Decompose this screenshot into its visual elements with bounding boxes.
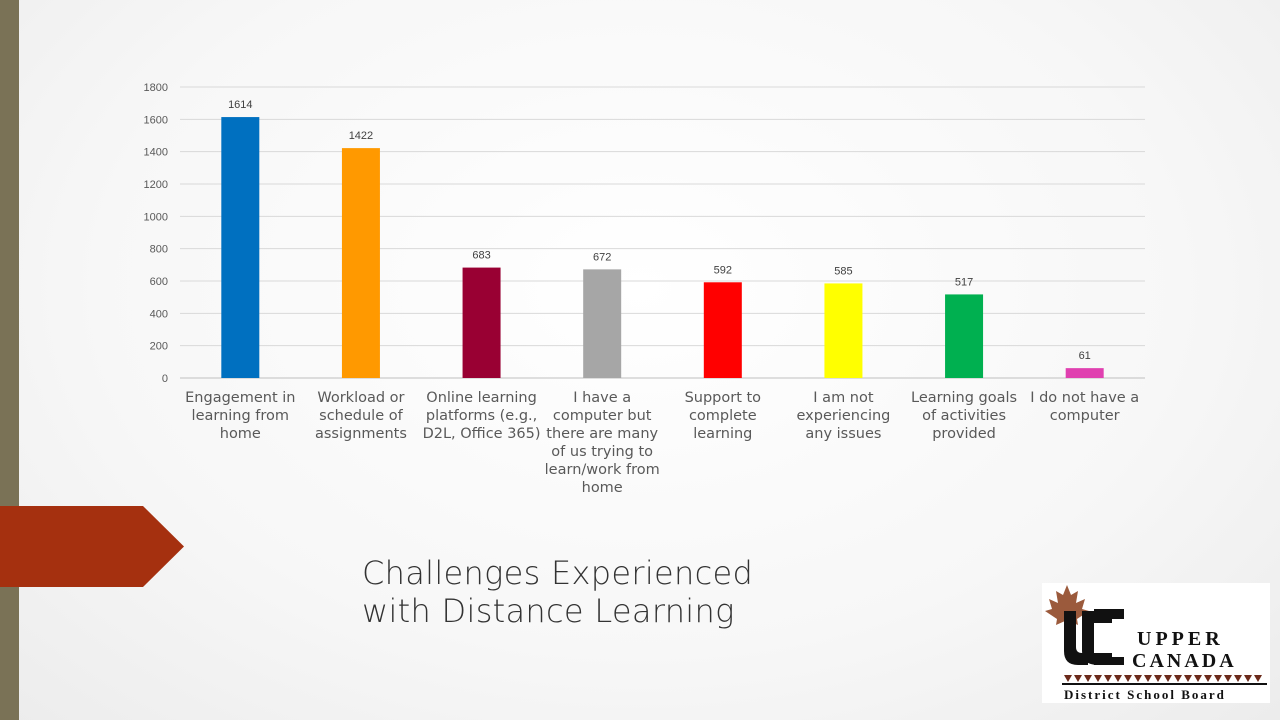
data-label: 1422 [349,130,373,142]
slide-title: Challenges Experienced with Distance Lea… [362,554,802,630]
data-label: 683 [472,250,490,262]
y-tick-label: 200 [150,341,168,353]
x-tick-label: Support to complete learning [685,390,762,442]
logo-text-district: District School Board [1064,687,1226,702]
slide-title-line-1: Challenges Experienced [362,554,754,592]
logo-graphic: UPPER CANADA District School Board [1045,585,1267,702]
slide-title-line-2: with Distance Learning [362,592,735,630]
data-label: 61 [1079,350,1091,362]
bar [1065,368,1104,378]
x-tick-label: Online learning platforms (e.g., D2L, Offi… [423,390,541,442]
data-label: 517 [955,276,973,288]
y-tick-label: 1400 [144,147,168,159]
x-tick-label: I do not have a computer [1030,390,1139,424]
y-tick-label: 1200 [144,179,168,191]
logo-text-upper: UPPER [1137,628,1224,650]
x-tick-label: Workload or schedule of assignments [315,390,407,442]
maple-leaf-icon [1045,585,1089,633]
bar [221,117,260,378]
bar [462,267,501,378]
y-tick-label: 800 [150,244,168,256]
bar [703,282,742,378]
school-board-logo: UPPER CANADA District School Board [1042,583,1270,703]
x-tick-label: I have a computer but there are many of us … [545,390,660,496]
data-label: 1614 [228,99,252,111]
y-tick-label: 1800 [144,82,168,94]
data-label: 672 [593,251,611,263]
y-tick-label: 1000 [144,211,168,223]
y-tick-label: 1600 [144,114,168,126]
data-label: 592 [714,264,732,276]
x-tick-label: Engagement in learning from home [185,390,295,442]
logo-text-canada: CANADA [1132,650,1237,672]
uc-monogram [1064,609,1124,665]
arrow-shape [0,506,184,587]
bar [583,269,622,378]
y-tick-label: 400 [150,308,168,320]
logo-pattern-strip [1062,673,1267,685]
x-tick-label: Learning goals of activities provided [911,390,1017,442]
bar-chart: 0 200 400 600 800 1000 1200 1400 1600 1800 1614 Eng… [144,82,1145,496]
y-tick-label: 600 [150,276,168,288]
y-tick-label: 0 [162,373,168,385]
bar [945,294,984,378]
bar [824,283,863,378]
data-label: 585 [834,265,852,277]
bar [341,148,380,378]
x-tick-label: I am not experiencing any issues [797,390,891,442]
